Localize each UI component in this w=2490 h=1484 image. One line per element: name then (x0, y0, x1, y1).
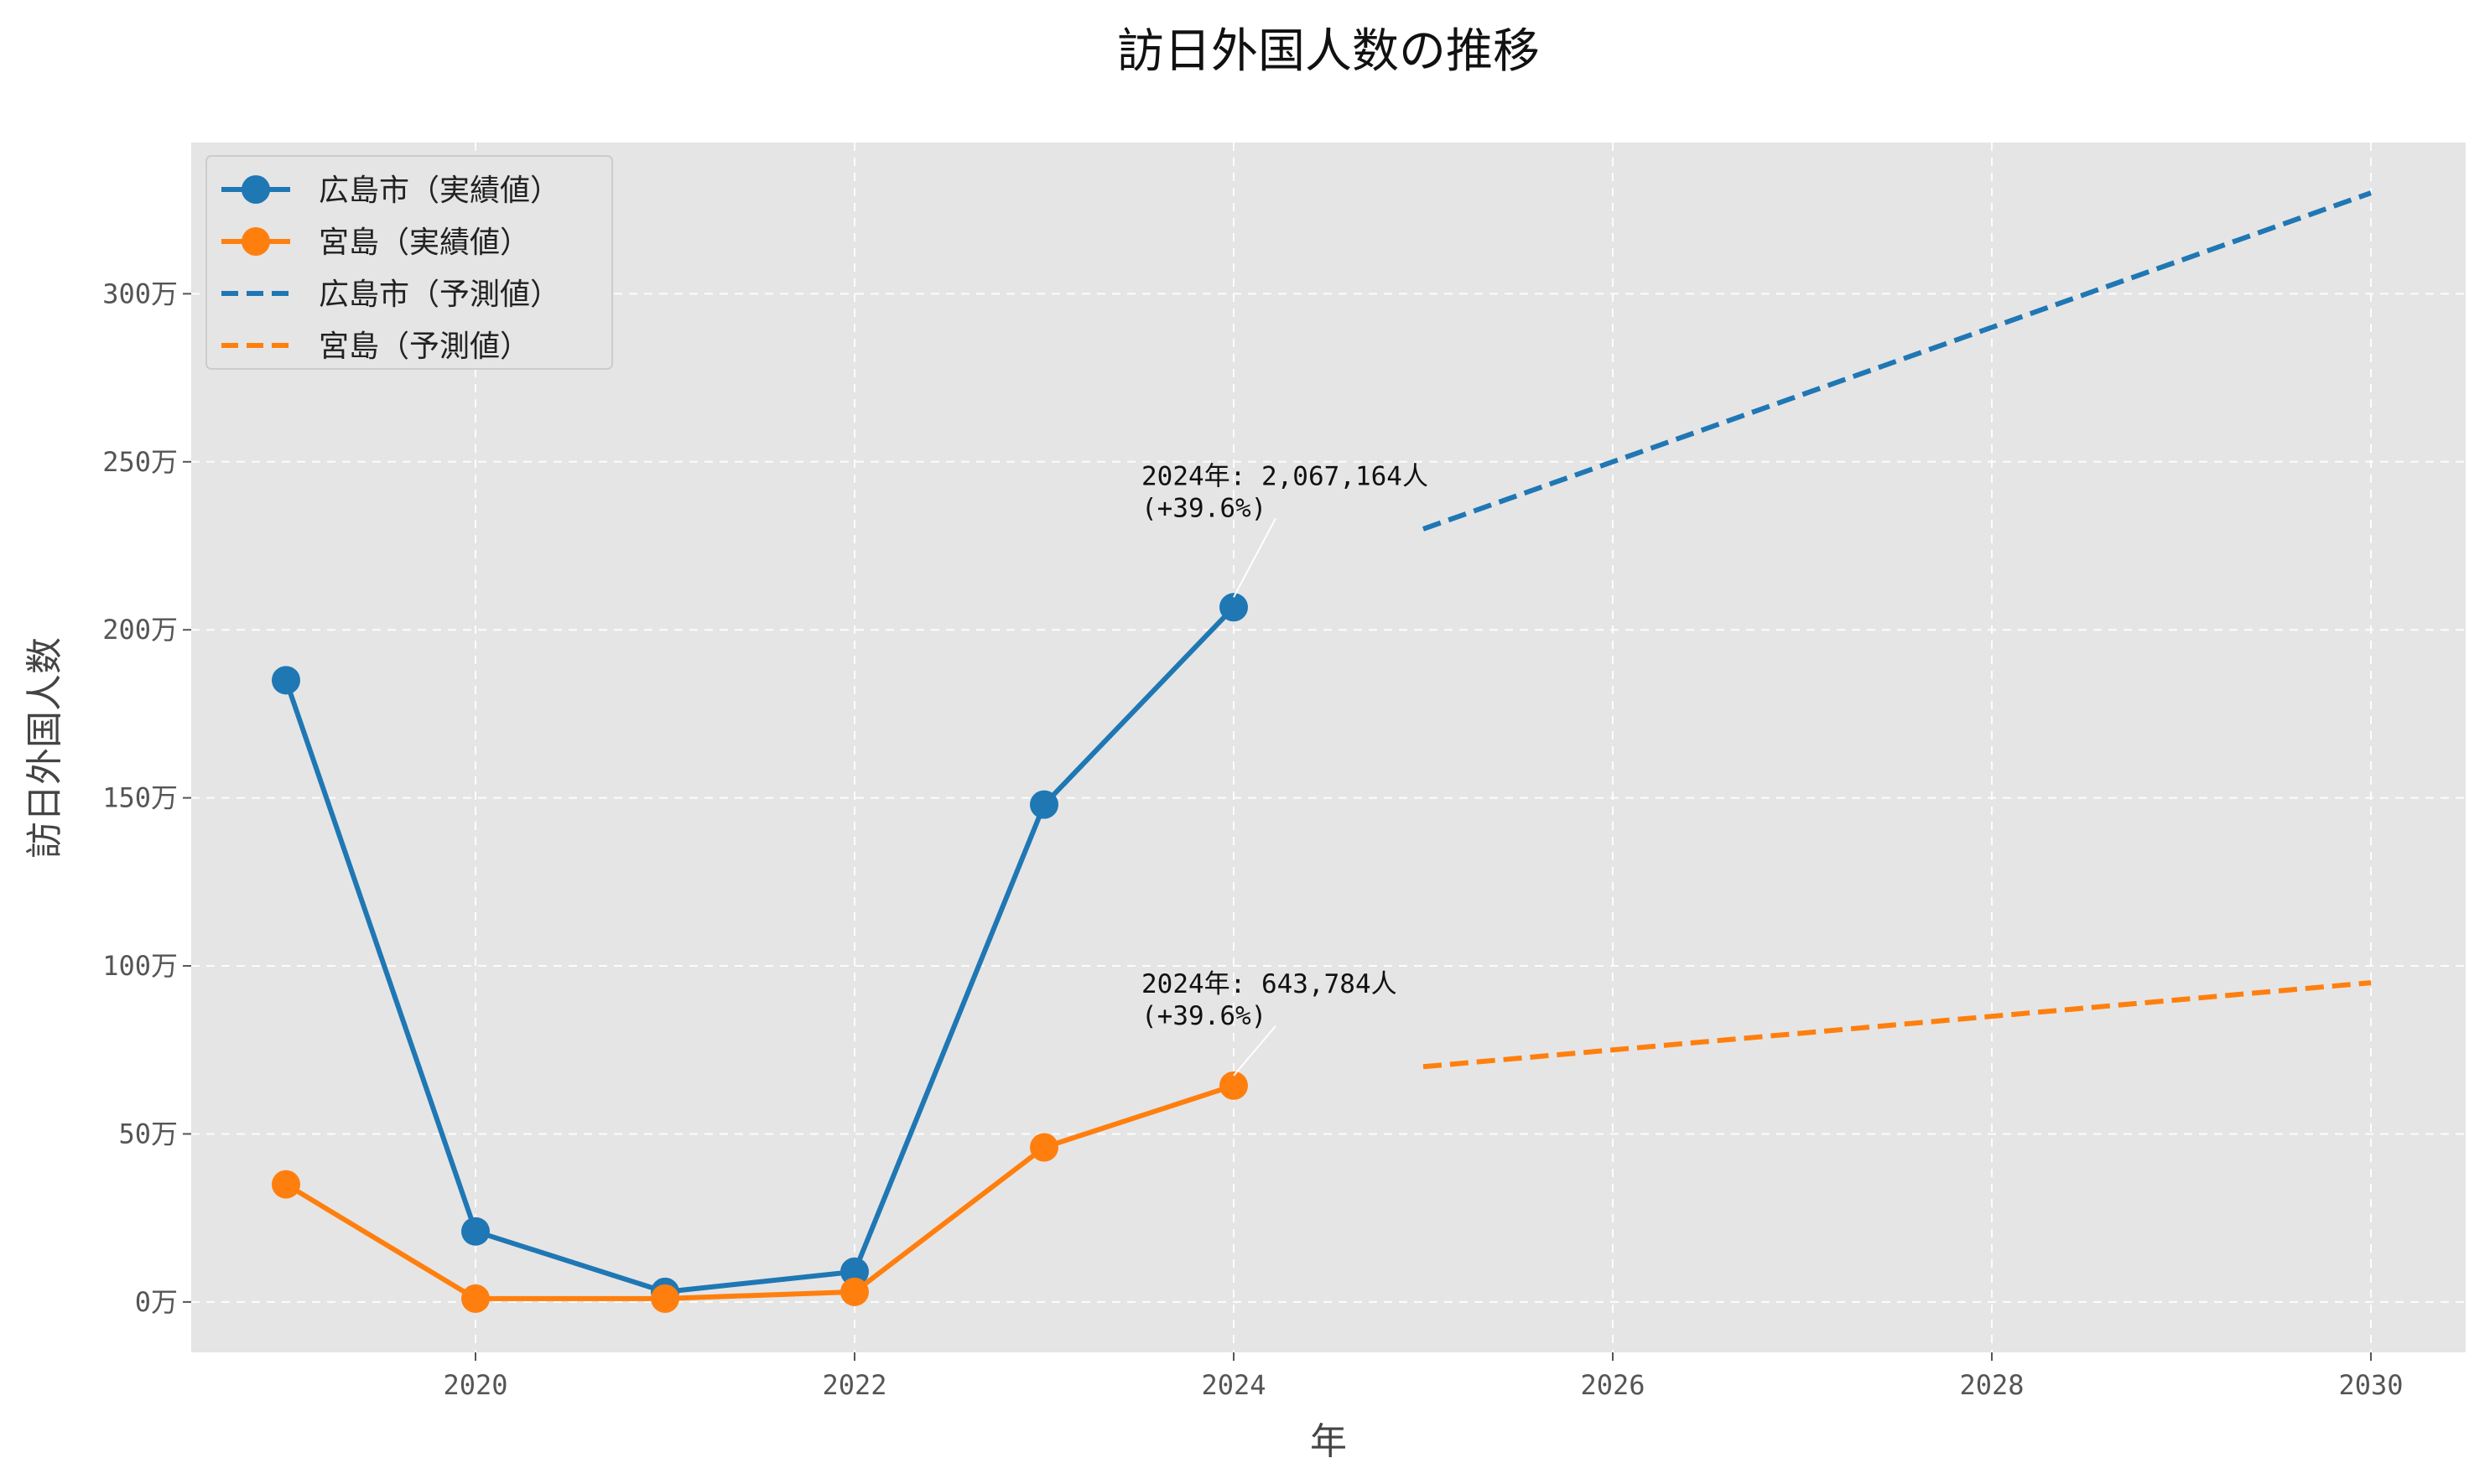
data-point (651, 1284, 679, 1313)
legend: 広島市（実績値） 宮島（実績値） 広島市（予測値） 宮島（予測値） (205, 155, 613, 370)
legend-label: 宮島（予測値） (319, 329, 530, 364)
y-tick-label: 300万 (102, 278, 178, 309)
y-tick-label: 50万 (118, 1118, 178, 1149)
x-tick-label: 2024 (1201, 1369, 1266, 1401)
x-axis-label: 年 (1310, 1420, 1347, 1463)
legend-label: 宮島（実績値） (319, 226, 530, 260)
legend-marker (242, 175, 270, 204)
annotation-pointer (1233, 1025, 1276, 1077)
series-layer (272, 190, 2373, 1313)
annotation-value: 2024年: 643,784人 (1141, 969, 1397, 999)
data-point (1030, 1133, 1058, 1162)
y-tick-label: 250万 (102, 446, 178, 478)
annotation-value: 2024年: 2,067,164人 (1141, 461, 1428, 491)
data-point (272, 1170, 300, 1199)
data-point (840, 1277, 869, 1306)
y-tick-label: 0万 (135, 1286, 178, 1318)
x-tick-label: 2022 (822, 1369, 886, 1401)
legend-label: 広島市（予測値） (319, 278, 560, 312)
data-point (1030, 790, 1058, 819)
series-line-0 (283, 605, 1236, 1295)
axis-layer: 0万 50万 100万 150万 200万 250万 300万 2020 2022 2024 202… (102, 278, 2403, 1401)
legend-box (205, 155, 613, 370)
x-tick-label: 2020 (443, 1369, 507, 1401)
y-axis-label: 訪日外国人数 (23, 637, 66, 859)
y-tick-label: 200万 (102, 614, 178, 646)
x-tick-label: 2026 (1580, 1369, 1645, 1401)
data-point (272, 666, 300, 695)
data-point (840, 1257, 869, 1286)
annotation-pointer (1233, 517, 1276, 598)
y-tick-label: 150万 (102, 782, 178, 814)
x-tick-label: 2028 (1959, 1369, 2024, 1401)
chart-title: 訪日外国人数の推移 (1117, 24, 1540, 79)
x-tick-label: 2030 (2338, 1369, 2403, 1401)
y-tick-label: 100万 (102, 950, 178, 982)
data-point (461, 1217, 490, 1246)
data-point (461, 1284, 490, 1313)
annotation-change: (+39.6%) (1141, 493, 1266, 523)
series-line-1 (284, 1082, 1235, 1301)
data-point (1219, 593, 1248, 622)
legend-label: 広島市（実績値） (319, 174, 560, 208)
data-point (1219, 1071, 1248, 1100)
legend-marker (242, 227, 270, 256)
annotation-change: (+39.6%) (1141, 1001, 1266, 1031)
series-line-3 (1422, 980, 2372, 1070)
annotation-layer: 2024年: 2,067,164人(+39.6%)2024年: 643,784人… (1141, 461, 1428, 1077)
series-line-2 (1422, 190, 2373, 532)
